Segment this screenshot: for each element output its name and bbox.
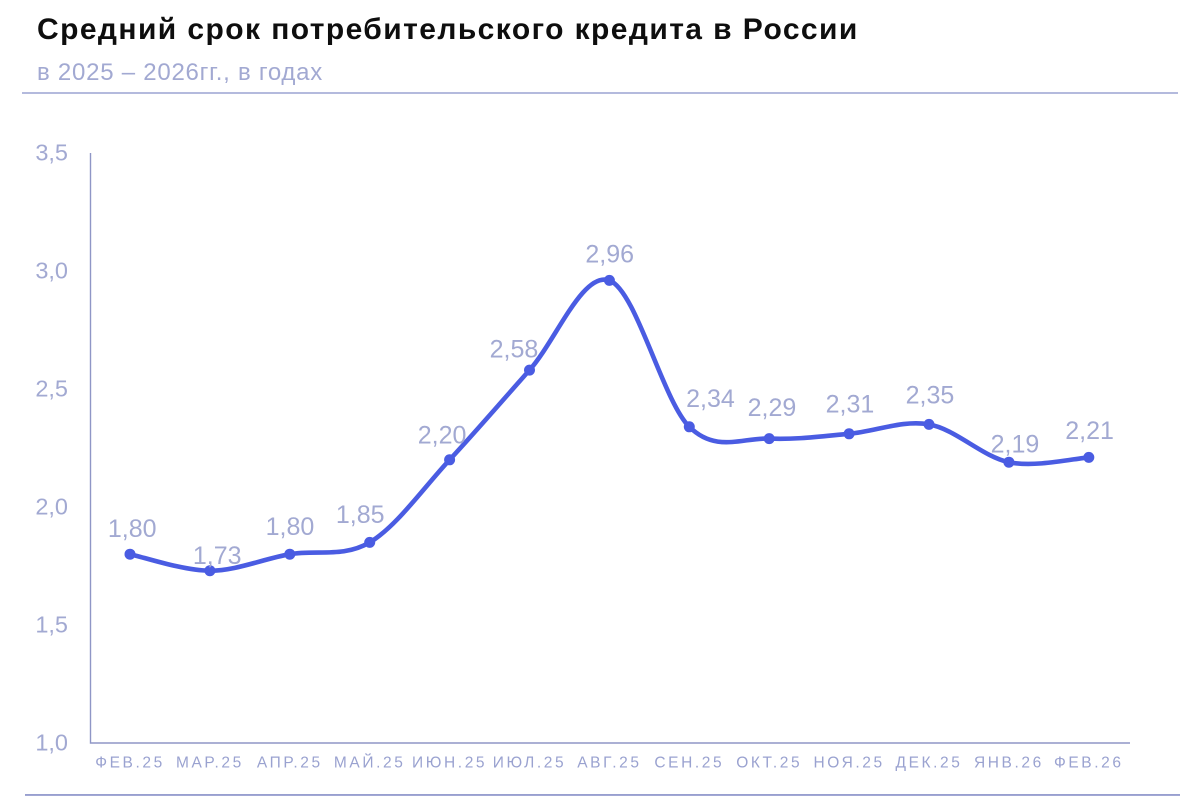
svg-text:ФЕВ.25: ФЕВ.25 — [95, 755, 165, 772]
svg-text:2,35: 2,35 — [906, 381, 955, 409]
svg-text:СЕН.25: СЕН.25 — [654, 755, 724, 772]
svg-text:ИЮЛ.25: ИЮЛ.25 — [493, 755, 566, 772]
svg-text:3,0: 3,0 — [35, 258, 68, 284]
svg-text:1,85: 1,85 — [336, 501, 385, 529]
svg-text:АВГ.25: АВГ.25 — [577, 755, 641, 772]
svg-text:МАР.25: МАР.25 — [176, 755, 244, 772]
svg-text:2,19: 2,19 — [991, 431, 1040, 459]
svg-text:2,5: 2,5 — [35, 376, 68, 402]
svg-text:2,34: 2,34 — [686, 385, 735, 413]
svg-text:2,96: 2,96 — [585, 241, 634, 269]
svg-text:2,0: 2,0 — [35, 494, 68, 520]
svg-text:1,80: 1,80 — [266, 513, 315, 541]
svg-text:ДЕК.25: ДЕК.25 — [895, 755, 962, 772]
svg-text:2,58: 2,58 — [490, 335, 539, 363]
svg-text:НОЯ.25: НОЯ.25 — [813, 755, 884, 772]
svg-text:2,20: 2,20 — [418, 422, 467, 450]
svg-text:2,29: 2,29 — [748, 394, 797, 422]
svg-text:2,31: 2,31 — [826, 390, 875, 418]
svg-text:АПР.25: АПР.25 — [257, 755, 323, 772]
svg-text:1,73: 1,73 — [193, 542, 242, 570]
svg-text:ФЕВ.26: ФЕВ.26 — [1054, 755, 1124, 772]
svg-text:ИЮН.25: ИЮН.25 — [412, 755, 487, 772]
svg-text:1,0: 1,0 — [35, 730, 68, 756]
svg-text:Средний срок потребительского: Средний срок потребительского кредита в … — [37, 13, 859, 46]
svg-text:2,21: 2,21 — [1065, 417, 1114, 445]
svg-text:ОКТ.25: ОКТ.25 — [736, 755, 802, 772]
svg-text:1,5: 1,5 — [35, 612, 68, 638]
svg-text:МАЙ.25: МАЙ.25 — [334, 754, 406, 772]
svg-text:ЯНВ.26: ЯНВ.26 — [974, 755, 1044, 772]
svg-text:1,80: 1,80 — [108, 515, 157, 543]
svg-text:в 2025 – 2026гг., в годах: в 2025 – 2026гг., в годах — [37, 59, 323, 86]
svg-text:3,5: 3,5 — [35, 140, 68, 166]
